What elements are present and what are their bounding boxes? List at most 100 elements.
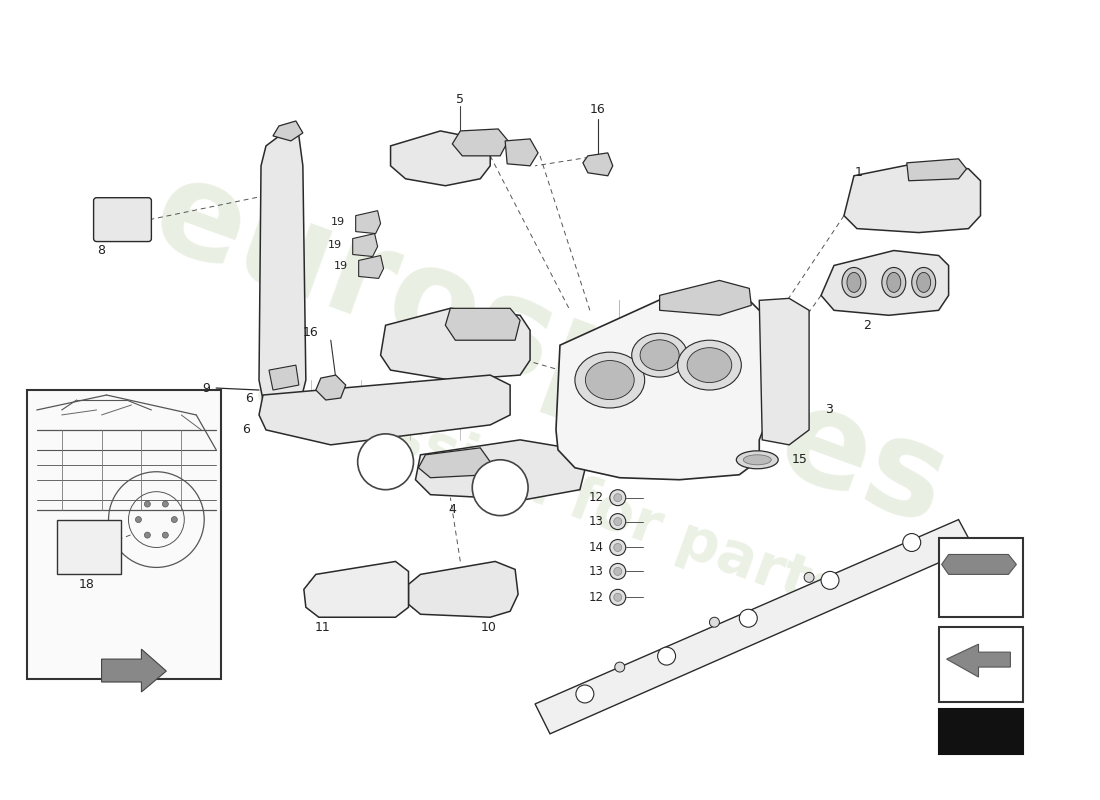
Circle shape — [163, 501, 168, 507]
Ellipse shape — [678, 340, 741, 390]
Circle shape — [903, 534, 921, 551]
Polygon shape — [390, 131, 491, 186]
Text: 19: 19 — [331, 217, 344, 226]
Bar — [938, 538, 1023, 618]
Text: a passion for parts: a passion for parts — [249, 357, 851, 622]
Text: 6: 6 — [242, 423, 250, 436]
Circle shape — [614, 494, 622, 502]
Text: 17: 17 — [492, 481, 508, 494]
Ellipse shape — [887, 273, 901, 292]
Circle shape — [614, 567, 622, 575]
Polygon shape — [416, 440, 585, 500]
Ellipse shape — [575, 352, 645, 408]
Text: 4: 4 — [449, 503, 456, 516]
Text: 19: 19 — [328, 239, 342, 250]
Ellipse shape — [631, 334, 688, 377]
Text: 19: 19 — [333, 262, 348, 271]
Ellipse shape — [882, 267, 905, 298]
Polygon shape — [355, 210, 381, 234]
Text: 2: 2 — [864, 318, 871, 332]
Ellipse shape — [744, 455, 771, 465]
Circle shape — [144, 501, 151, 507]
Polygon shape — [906, 159, 967, 181]
Polygon shape — [258, 375, 510, 445]
Polygon shape — [316, 375, 345, 400]
Circle shape — [658, 647, 675, 665]
Polygon shape — [505, 139, 538, 166]
Polygon shape — [270, 365, 299, 390]
Text: 11: 11 — [315, 621, 331, 634]
Text: 13: 13 — [588, 515, 603, 528]
Polygon shape — [304, 562, 408, 618]
Text: 13: 13 — [588, 565, 603, 578]
Text: 10: 10 — [481, 621, 496, 634]
Text: 16: 16 — [590, 102, 606, 115]
Text: 16: 16 — [302, 326, 319, 338]
Polygon shape — [844, 163, 980, 233]
Polygon shape — [446, 308, 520, 340]
Text: 6: 6 — [245, 391, 253, 405]
Polygon shape — [556, 295, 767, 480]
Circle shape — [615, 662, 625, 672]
Polygon shape — [942, 554, 1016, 574]
Text: 12: 12 — [588, 491, 603, 504]
Text: 5: 5 — [456, 93, 464, 106]
Bar — [938, 709, 1023, 754]
Polygon shape — [947, 644, 1011, 677]
Text: 12: 12 — [588, 591, 603, 604]
Bar — [938, 627, 1023, 702]
Text: 819 02: 819 02 — [952, 723, 1010, 738]
Polygon shape — [258, 131, 306, 415]
Text: eurospares: eurospares — [136, 148, 964, 553]
Polygon shape — [359, 255, 384, 278]
Polygon shape — [101, 649, 166, 692]
Polygon shape — [660, 281, 751, 315]
Ellipse shape — [912, 267, 936, 298]
Circle shape — [614, 543, 622, 551]
Bar — [26, 390, 221, 679]
Polygon shape — [381, 308, 530, 380]
Circle shape — [739, 610, 757, 627]
Text: 3: 3 — [825, 403, 833, 417]
Circle shape — [821, 571, 839, 590]
Ellipse shape — [736, 451, 778, 469]
Circle shape — [804, 572, 814, 582]
Circle shape — [144, 532, 151, 538]
Circle shape — [710, 618, 719, 627]
Ellipse shape — [688, 348, 732, 382]
Polygon shape — [418, 448, 491, 478]
Text: 14: 14 — [588, 541, 603, 554]
Text: 17: 17 — [377, 455, 394, 468]
Circle shape — [609, 590, 626, 606]
Text: 17: 17 — [940, 541, 957, 554]
Bar — [57, 519, 121, 574]
Ellipse shape — [916, 273, 931, 292]
Text: 1: 1 — [855, 166, 862, 179]
Circle shape — [609, 539, 626, 555]
Polygon shape — [535, 519, 974, 734]
Polygon shape — [408, 562, 518, 618]
Circle shape — [609, 563, 626, 579]
Circle shape — [135, 517, 142, 522]
Circle shape — [614, 594, 622, 602]
Circle shape — [609, 490, 626, 506]
Circle shape — [614, 518, 622, 526]
Circle shape — [358, 434, 414, 490]
Polygon shape — [353, 234, 377, 257]
FancyBboxPatch shape — [94, 198, 152, 242]
Polygon shape — [452, 129, 508, 156]
Circle shape — [576, 685, 594, 703]
Polygon shape — [759, 298, 810, 445]
Text: 8: 8 — [98, 244, 106, 257]
Circle shape — [163, 532, 168, 538]
Ellipse shape — [842, 267, 866, 298]
Polygon shape — [583, 153, 613, 176]
Circle shape — [172, 517, 177, 522]
Circle shape — [472, 460, 528, 515]
Text: 15: 15 — [791, 454, 807, 466]
Ellipse shape — [847, 273, 861, 292]
Text: 9: 9 — [202, 382, 210, 394]
Polygon shape — [821, 250, 948, 315]
Ellipse shape — [640, 340, 679, 370]
Polygon shape — [273, 121, 303, 141]
